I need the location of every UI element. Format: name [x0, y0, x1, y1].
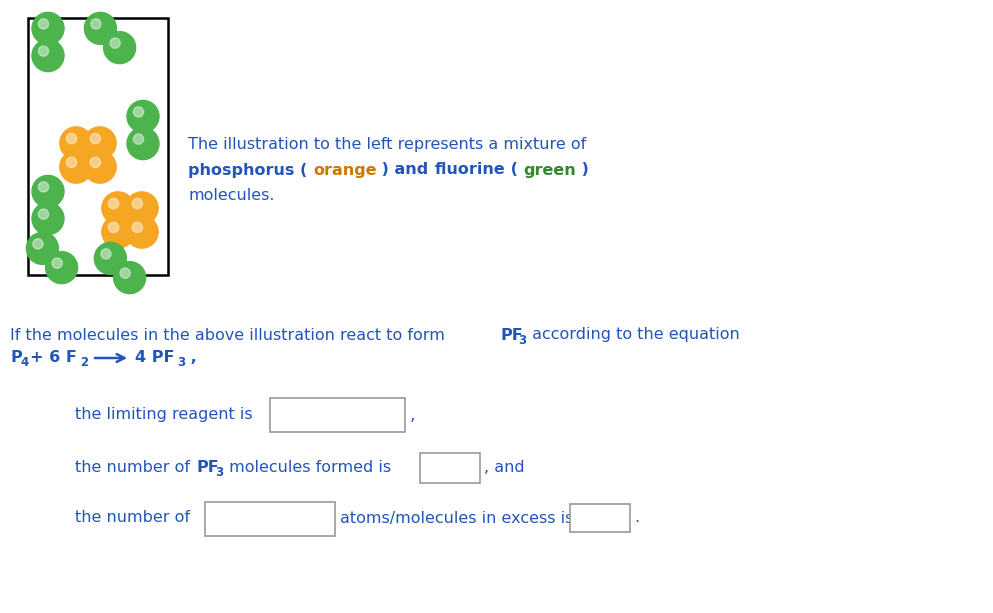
- Circle shape: [90, 134, 100, 144]
- Circle shape: [67, 157, 76, 167]
- Text: green: green: [523, 162, 576, 178]
- Circle shape: [32, 40, 64, 72]
- Text: PF: PF: [196, 460, 218, 476]
- Circle shape: [133, 107, 144, 117]
- Circle shape: [32, 12, 64, 44]
- Circle shape: [94, 242, 126, 275]
- Bar: [205, 502, 335, 536]
- Circle shape: [83, 151, 116, 183]
- Circle shape: [126, 216, 158, 248]
- Circle shape: [60, 127, 92, 159]
- Circle shape: [39, 182, 49, 192]
- Text: + 6 F: + 6 F: [30, 351, 76, 365]
- Circle shape: [108, 222, 119, 232]
- Circle shape: [27, 232, 59, 264]
- Circle shape: [102, 192, 134, 224]
- Circle shape: [108, 199, 119, 209]
- Text: 4 PF: 4 PF: [135, 351, 175, 365]
- Bar: [570, 504, 630, 532]
- Circle shape: [39, 19, 49, 29]
- Circle shape: [132, 199, 143, 209]
- Bar: [420, 453, 480, 483]
- Circle shape: [110, 38, 120, 48]
- Circle shape: [133, 134, 144, 144]
- Text: the limiting reagent is: the limiting reagent is: [75, 408, 252, 422]
- Circle shape: [126, 192, 158, 224]
- Circle shape: [90, 157, 100, 167]
- Circle shape: [32, 175, 64, 207]
- Circle shape: [127, 128, 159, 159]
- Text: ): ): [576, 162, 589, 178]
- Circle shape: [67, 134, 76, 144]
- Text: molecules.: molecules.: [188, 188, 274, 202]
- Text: ) and: ) and: [376, 162, 434, 178]
- Text: the number of: the number of: [75, 511, 190, 525]
- Circle shape: [120, 268, 130, 278]
- Text: 2: 2: [80, 357, 88, 370]
- Text: ,: ,: [410, 406, 415, 424]
- Text: atoms/molecules in excess is: atoms/molecules in excess is: [340, 511, 573, 525]
- Text: according to the equation: according to the equation: [527, 327, 740, 343]
- Circle shape: [83, 127, 116, 159]
- Text: (: (: [505, 162, 523, 178]
- Text: If the molecules in the above illustration react to form: If the molecules in the above illustrati…: [10, 327, 450, 343]
- Text: ,: ,: [185, 351, 197, 365]
- Circle shape: [39, 46, 49, 56]
- Circle shape: [90, 19, 101, 29]
- Circle shape: [46, 251, 77, 284]
- Circle shape: [33, 239, 43, 249]
- Text: 3: 3: [177, 357, 185, 370]
- Text: P: P: [10, 351, 22, 365]
- Text: 3: 3: [215, 466, 223, 479]
- Circle shape: [113, 262, 146, 294]
- Text: the number of: the number of: [75, 460, 196, 476]
- Circle shape: [32, 203, 64, 235]
- Bar: [270, 398, 405, 432]
- Text: fluorine: fluorine: [434, 162, 505, 178]
- Circle shape: [100, 249, 111, 259]
- Circle shape: [127, 101, 159, 132]
- Circle shape: [39, 209, 49, 219]
- Circle shape: [103, 32, 136, 64]
- Circle shape: [132, 222, 143, 232]
- Text: PF: PF: [500, 327, 522, 343]
- Circle shape: [60, 151, 92, 183]
- Text: 4: 4: [20, 357, 28, 370]
- Text: .: .: [634, 511, 639, 525]
- Text: The illustration to the left represents a mixture of: The illustration to the left represents …: [188, 137, 586, 153]
- Bar: [28, 18, 168, 275]
- Circle shape: [52, 258, 63, 268]
- Text: 3: 3: [518, 333, 526, 346]
- Circle shape: [102, 216, 134, 248]
- Text: , and: , and: [484, 460, 524, 476]
- Circle shape: [84, 12, 116, 44]
- Text: molecules formed is: molecules formed is: [224, 460, 391, 476]
- Text: phosphorus (: phosphorus (: [188, 162, 313, 178]
- Text: orange: orange: [313, 162, 376, 178]
